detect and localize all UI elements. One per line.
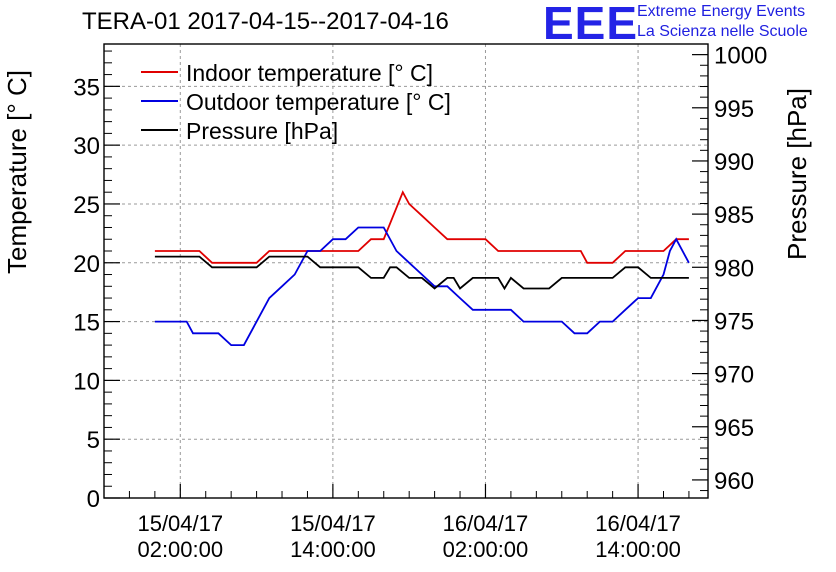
y2-tick-label: 990 bbox=[714, 149, 754, 176]
y2-tick-label: 970 bbox=[714, 362, 754, 389]
x-tick-label-date: 16/04/17 bbox=[443, 511, 529, 536]
y2-axis-label: Pressure [hPa] bbox=[782, 88, 812, 260]
series-line-indoor bbox=[154, 190, 689, 264]
y-tick-label: 0 bbox=[87, 486, 100, 513]
y2-tick-label: 965 bbox=[714, 415, 754, 442]
y2-tick-label: 995 bbox=[714, 96, 754, 123]
logo-line-1: Extreme Energy Events bbox=[637, 3, 806, 20]
logo-line-2: La Scienza nelle Scuole bbox=[637, 23, 808, 40]
eee-logo-mark: EEE bbox=[543, 0, 639, 49]
legend-label-indoor: Indoor temperature [° C] bbox=[186, 60, 433, 86]
legend-label-outdoor: Outdoor temperature [° C] bbox=[186, 89, 451, 115]
y-tick-label: 30 bbox=[73, 133, 100, 160]
series-lines bbox=[154, 190, 690, 347]
series-line-outdoor bbox=[154, 226, 690, 347]
y2-tick-label: 960 bbox=[714, 468, 754, 495]
eee-logo: EEE Extreme Energy Events La Scienza nel… bbox=[543, 0, 833, 49]
y-tick-label: 10 bbox=[73, 368, 100, 395]
legend-label-pressure: Pressure [hPa] bbox=[186, 118, 338, 144]
y2-tick-label: 980 bbox=[714, 255, 754, 282]
x-tick-label-time: 02:00:00 bbox=[137, 537, 223, 562]
chart-title: TERA-01 2017-04-15--2017-04-16 bbox=[82, 8, 449, 35]
x-tick-label-time: 14:00:00 bbox=[290, 537, 376, 562]
series-line-pressure bbox=[154, 255, 689, 291]
y-tick-label: 20 bbox=[73, 251, 100, 278]
x-tick-label-date: 15/04/17 bbox=[137, 511, 223, 536]
y-axis-label: Temperature [° C] bbox=[2, 70, 32, 274]
x-tick-label-date: 16/04/17 bbox=[595, 511, 681, 536]
y-tick-label: 15 bbox=[73, 310, 100, 337]
y-tick-label: 5 bbox=[87, 427, 100, 454]
plot-frame bbox=[103, 43, 709, 499]
x-tick-label-time: 14:00:00 bbox=[595, 537, 681, 562]
y2-tick-label: 985 bbox=[714, 202, 754, 229]
legend: Indoor temperature [° C] Outdoor temperat… bbox=[141, 60, 451, 144]
x-tick-label-time: 02:00:00 bbox=[443, 537, 529, 562]
grid bbox=[104, 44, 708, 498]
x-tick-label-date: 15/04/17 bbox=[290, 511, 376, 536]
y-tick-label: 25 bbox=[73, 192, 100, 219]
y-tick-label: 35 bbox=[73, 74, 100, 101]
y2-tick-label: 975 bbox=[714, 308, 754, 335]
axes: 0510152025303515/04/1702:00:0015/04/1714… bbox=[73, 43, 767, 562]
y2-tick-label: 1000 bbox=[714, 43, 767, 70]
